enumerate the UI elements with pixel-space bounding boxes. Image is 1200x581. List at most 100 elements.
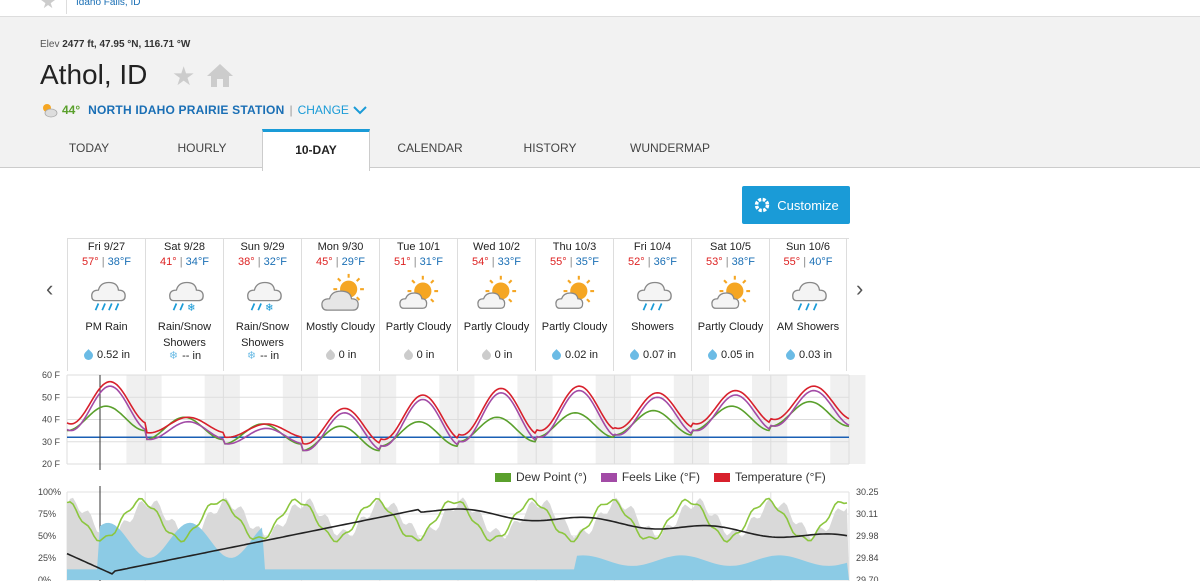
day-name: Sat 10/5: [710, 241, 751, 253]
change-station-link[interactable]: CHANGE: [297, 103, 349, 117]
forecast-day[interactable]: Fri 9/27 57° | 38°F PM Rain 0.52 in: [67, 239, 145, 371]
tab-calendar[interactable]: CALENDAR: [397, 141, 463, 155]
divider: [66, 0, 67, 14]
next-arrow-icon[interactable]: ›: [856, 276, 864, 301]
raindrop-icon: [550, 348, 563, 362]
recent-location-link[interactable]: Idaho Falls, ID: [76, 0, 141, 8]
day-temps: 38° | 32°F: [224, 256, 301, 268]
day-name: Sun 10/6: [785, 241, 831, 253]
precip-amount: 0.07 in: [614, 348, 692, 362]
day-temps: 52° | 36°F: [614, 256, 691, 268]
day-name: Wed 10/2: [473, 241, 520, 253]
day-name: Sun 9/29: [240, 241, 285, 253]
forecast-day[interactable]: Sun 9/29 38° | 32°F ❄ Rain/Snow Showers ❄ -- …: [223, 239, 301, 371]
y-axis-label: 20 F: [42, 459, 61, 469]
low-temp: 33°F: [497, 256, 521, 268]
raindrop-icon: [784, 348, 797, 362]
pressure-line: [66, 508, 848, 575]
condition-text: PM Rain: [85, 321, 128, 333]
humidity-axis-label: 0%: [38, 575, 51, 581]
low-temp: 29°F: [341, 256, 365, 268]
tab-wundermap[interactable]: WUNDERMAP: [630, 141, 710, 155]
partly-cloudy-icon: [476, 275, 516, 309]
precip-amount: 0.05 in: [692, 348, 770, 362]
humidity-pressure-chart: 100% 75% 50% 25% 0% 30.25 30.11 29.98 29.84 29.70: [38, 486, 879, 581]
showers-icon: [636, 281, 672, 311]
precip-amount: 0 in: [458, 348, 536, 362]
tab-10-day[interactable]: 10-DAY: [262, 129, 370, 171]
tab-hourly[interactable]: HOURLY: [177, 141, 227, 155]
legend-swatch: [495, 472, 511, 482]
day-temps: 51° | 31°F: [380, 256, 457, 268]
low-temp: 31°F: [419, 256, 443, 268]
day-name: Mon 9/30: [317, 241, 364, 253]
svg-text:❄: ❄: [264, 302, 273, 314]
forecast-days: Fri 9/27 57° | 38°F PM Rain 0.52 in Sat 9/28…: [67, 238, 849, 371]
precip-amount: 0 in: [302, 348, 380, 362]
rain-icon: [90, 281, 126, 311]
temperature-line: [66, 380, 850, 445]
forecast-day[interactable]: Sun 10/6 55° | 40°F AM Showers 0.03 in: [769, 239, 847, 371]
condition-text: Partly Cloudy: [463, 321, 530, 333]
day-name: Sat 9/28: [164, 241, 205, 253]
forecast-day[interactable]: Thu 10/3 55° | 35°F Partly Cloudy 0.02 in: [535, 239, 613, 371]
raindrop-icon: [706, 348, 719, 362]
station-selector: 44° NORTH IDAHO PRAIRIE STATION | CHANGE: [40, 101, 367, 119]
location-header: Elev 2477 ft, 47.95 °N, 116.71 °W Athol,…: [0, 17, 1200, 171]
day-name: Fri 10/4: [633, 241, 672, 253]
high-temp: 57°: [82, 256, 99, 268]
mostly-cloudy-icon: [320, 273, 364, 311]
y-axis-label: 40 F: [42, 415, 61, 425]
precip-amount: 0.02 in: [536, 348, 614, 362]
temp-separator: |: [413, 256, 417, 268]
rain-snow-icon: ❄: [246, 281, 282, 314]
forecast-day[interactable]: Sat 9/28 41° | 34°F ❄ Rain/Snow Showers ❄ -- …: [145, 239, 223, 371]
forecast-day[interactable]: Fri 10/4 52° | 36°F Showers 0.07 in: [613, 239, 691, 371]
pressure-axis-label: 30.25: [856, 487, 879, 497]
humidity-axis-label: 75%: [38, 509, 56, 519]
tab-today[interactable]: TODAY: [68, 141, 110, 155]
high-temp: 53°: [706, 256, 723, 268]
partly-cloudy-icon: [554, 275, 594, 309]
page-title: Athol, ID: [40, 59, 148, 90]
star-icon[interactable]: ★: [40, 0, 57, 12]
day-temps: 45° | 29°F: [302, 256, 379, 268]
forecast-tabs: TODAY HOURLY 10-DAY CALENDAR HISTORY WUN…: [36, 129, 730, 171]
station-name[interactable]: NORTH IDAHO PRAIRIE STATION: [88, 103, 285, 117]
day-temps: 57° | 38°F: [68, 256, 145, 268]
low-temp: 32°F: [263, 256, 287, 268]
condition-text: AM Showers: [776, 321, 840, 333]
condition-text: Mostly Cloudy: [305, 321, 376, 333]
legend-temperature[interactable]: Temperature (°F): [713, 470, 826, 484]
condition-text: Partly Cloudy: [697, 321, 764, 333]
precip-amount: 0 in: [380, 348, 458, 362]
legend-feels-like[interactable]: Feels Like (°F): [600, 470, 700, 484]
pressure-axis-label: 29.98: [856, 531, 879, 541]
legend-dew-point[interactable]: Dew Point (°): [495, 470, 587, 484]
forecast-day[interactable]: Wed 10/2 54° | 33°F Partly Cloudy 0 in: [457, 239, 535, 371]
temp-separator: |: [803, 256, 807, 268]
snowflake-icon: ❄: [168, 350, 179, 362]
day-temps: 53° | 38°F: [692, 256, 769, 268]
chevron-down-icon[interactable]: [353, 105, 367, 115]
prev-arrow-icon[interactable]: ‹: [46, 276, 54, 301]
humidity-line: [66, 497, 848, 543]
raindrop-icon: [82, 348, 95, 362]
favorite-star-icon[interactable]: ★: [172, 61, 196, 91]
customize-button[interactable]: Customize: [742, 186, 850, 224]
partly-cloudy-icon: [398, 275, 438, 309]
precip-amount: 0.03 in: [770, 348, 848, 362]
temp-separator: |: [491, 256, 495, 268]
snowflake-icon: ❄: [246, 350, 257, 362]
raindrop-icon: [401, 348, 415, 362]
humidity-axis-label: 50%: [38, 531, 56, 541]
forecast-day[interactable]: Mon 9/30 45° | 29°F Mostly Cloudy 0 in: [301, 239, 379, 371]
raindrop-icon: [628, 348, 641, 362]
day-name: Tue 10/1: [396, 241, 440, 253]
high-temp: 55°: [550, 256, 567, 268]
forecast-day[interactable]: Tue 10/1 51° | 31°F Partly Cloudy 0 in: [379, 239, 457, 371]
temp-separator: |: [179, 256, 183, 268]
tab-history[interactable]: HISTORY: [523, 141, 577, 155]
home-icon[interactable]: [206, 62, 234, 88]
forecast-day[interactable]: Sat 10/5 53° | 38°F Partly Cloudy 0.05 in: [691, 239, 769, 371]
